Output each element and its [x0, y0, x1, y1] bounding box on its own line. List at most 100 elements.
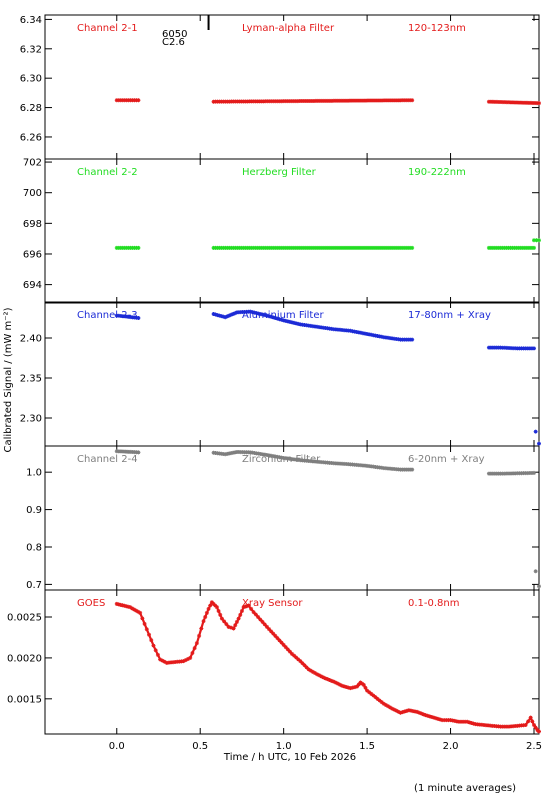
y-tick-label: 6.26 — [20, 132, 42, 143]
data-point — [181, 659, 186, 664]
data-point — [456, 719, 461, 724]
data-point — [410, 98, 415, 103]
data-point — [319, 245, 324, 250]
data-point — [319, 98, 324, 103]
data-point — [264, 452, 269, 457]
data-point — [313, 98, 318, 103]
data-point — [452, 718, 457, 723]
data-point — [291, 245, 296, 250]
data-point — [335, 327, 340, 332]
data-point — [306, 667, 311, 672]
data-point — [279, 99, 284, 104]
data-point — [408, 708, 413, 713]
panel-3: 2.30 2.35 2.40 Channel 2-3 Aluminium Filter 1… — [20, 301, 541, 447]
data-point — [289, 99, 294, 104]
data-point — [231, 626, 236, 631]
data-point — [313, 245, 318, 250]
data-point — [306, 323, 311, 328]
data-point — [294, 457, 299, 462]
data-point — [404, 98, 409, 103]
data-point — [349, 245, 354, 250]
data-point — [375, 696, 380, 701]
data-point — [345, 245, 350, 250]
data-point — [394, 98, 399, 103]
data-point — [369, 464, 374, 469]
data-point — [388, 245, 393, 250]
data-point — [425, 713, 430, 718]
data-point — [227, 313, 232, 318]
data-point — [213, 245, 218, 250]
data-point — [354, 330, 359, 334]
data-point — [258, 617, 263, 622]
data-point — [285, 456, 290, 461]
data-point — [197, 633, 202, 638]
data-point — [467, 720, 472, 725]
data-point — [275, 636, 280, 641]
data-point — [323, 460, 328, 465]
data-point — [136, 316, 141, 320]
y-tick-label: 700 — [23, 188, 42, 199]
data-point — [537, 101, 541, 106]
data-point — [340, 461, 345, 466]
data-point — [283, 245, 288, 250]
data-point — [296, 457, 301, 462]
data-point — [335, 681, 340, 686]
data-point — [431, 715, 436, 720]
data-point — [337, 461, 342, 466]
data-point — [402, 709, 407, 714]
data-point — [223, 245, 228, 250]
panel-band-label: 17-80nm + Xray — [408, 310, 491, 321]
panel-channel-label: Channel 2-1 — [77, 23, 138, 34]
data-point — [506, 346, 511, 350]
data-point — [384, 98, 389, 103]
data-point — [365, 332, 370, 336]
data-point — [116, 313, 121, 318]
data-point — [333, 461, 338, 466]
flare-class-label: C2.6 — [162, 37, 185, 48]
data-point — [241, 605, 246, 610]
data-point — [329, 461, 334, 466]
data-point — [513, 346, 518, 351]
data-point — [227, 99, 232, 104]
data-point — [469, 720, 474, 725]
data-point — [267, 314, 272, 319]
y-tick-label: 1.0 — [26, 468, 42, 479]
data-point — [317, 459, 322, 464]
data-point — [362, 98, 367, 103]
data-point — [321, 245, 326, 250]
data-point — [275, 316, 280, 321]
data-point — [527, 346, 532, 351]
data-point — [222, 619, 227, 624]
data-point — [246, 603, 251, 608]
data-point — [273, 633, 278, 638]
data-point — [520, 100, 525, 105]
data-point — [262, 313, 267, 318]
data-point — [285, 647, 290, 652]
data-point — [312, 324, 317, 329]
data-point — [329, 245, 334, 250]
data-point — [415, 709, 420, 714]
data-point — [233, 623, 238, 628]
data-point — [518, 100, 523, 105]
data-point — [325, 98, 330, 103]
data-point — [298, 659, 303, 664]
data-point — [379, 334, 384, 339]
series-segment — [531, 238, 541, 243]
data-point — [301, 245, 306, 250]
data-point — [203, 615, 208, 619]
data-point — [408, 98, 413, 103]
data-point — [277, 245, 282, 250]
data-point — [342, 684, 347, 689]
data-point — [527, 471, 532, 476]
data-point — [348, 686, 353, 691]
data-point — [160, 658, 165, 663]
data-point — [310, 459, 315, 464]
y-tick-label: 6.28 — [20, 103, 42, 114]
data-point — [486, 99, 491, 104]
data-point — [461, 719, 466, 724]
data-point — [218, 612, 223, 617]
data-point — [255, 99, 260, 104]
data-point — [529, 346, 534, 351]
data-point — [216, 609, 221, 613]
series-segment — [114, 449, 141, 455]
